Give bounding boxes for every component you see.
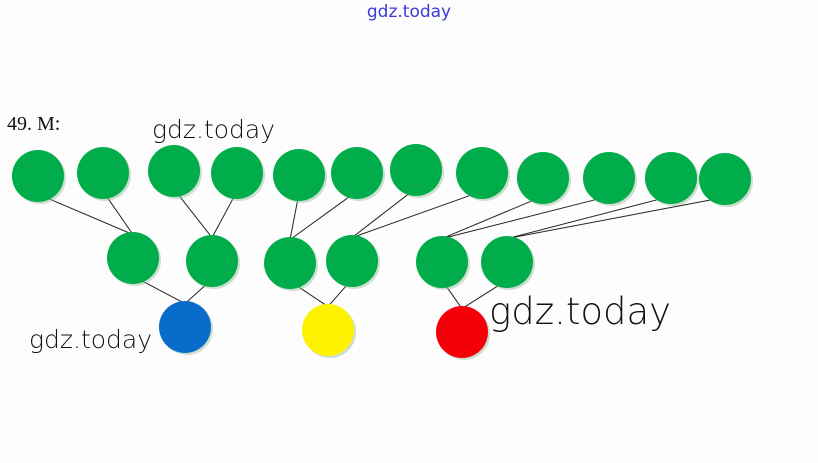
watermark: gdz.today	[152, 115, 276, 144]
green-circle	[211, 147, 263, 199]
green-circle	[148, 145, 200, 197]
green-circle	[331, 147, 383, 199]
green-circle	[273, 149, 325, 201]
connector-line	[441, 195, 544, 240]
green-circle	[186, 235, 238, 287]
connector-line	[506, 196, 726, 240]
green-circle	[12, 150, 64, 202]
connector-line	[351, 190, 483, 239]
blue-circle	[159, 301, 211, 353]
green-circle	[456, 147, 508, 199]
green-circle	[264, 237, 316, 289]
red-circle	[436, 306, 488, 358]
green-circle	[326, 235, 378, 287]
watermark: gdz.today	[489, 290, 672, 333]
watermark: gdz.today	[29, 325, 153, 354]
connector-line	[37, 193, 134, 236]
green-circle	[481, 236, 533, 288]
green-circle	[583, 152, 635, 204]
green-circle	[517, 152, 569, 204]
problem-label: 49. M:	[7, 113, 61, 135]
green-circle	[390, 144, 442, 196]
connector-line	[289, 190, 358, 241]
connector-line	[506, 195, 672, 240]
green-circle	[699, 153, 751, 205]
green-circle	[77, 147, 129, 199]
connector-line	[351, 187, 417, 238]
connector-line	[441, 195, 610, 240]
green-circle	[416, 236, 468, 288]
header-watermark: gdz.today	[366, 2, 452, 22]
green-circle	[107, 232, 159, 284]
green-circle	[645, 152, 697, 204]
yellow-circle	[302, 304, 354, 356]
